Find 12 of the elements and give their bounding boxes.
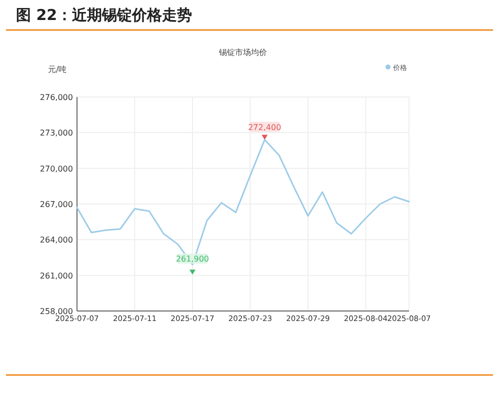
y-tick-label: 261,000	[40, 271, 73, 280]
chart-subtitle: 锡锭市场均价	[218, 48, 267, 57]
y-tick-label: 276,000	[40, 93, 73, 102]
y-tick-label: 264,000	[40, 236, 73, 245]
annotation: 261,900	[176, 254, 210, 264]
y-tick-label: 267,000	[40, 200, 73, 209]
annotation: 272,400	[248, 122, 282, 132]
y-tick-label: 273,000	[40, 128, 73, 138]
y-tick-label: 258,000	[40, 307, 73, 316]
y-axis-title: 元/吨	[48, 65, 67, 74]
chart-title: 图 22：近期锡锭价格走势	[16, 6, 192, 24]
y-tick-label: 270,000	[40, 164, 73, 174]
